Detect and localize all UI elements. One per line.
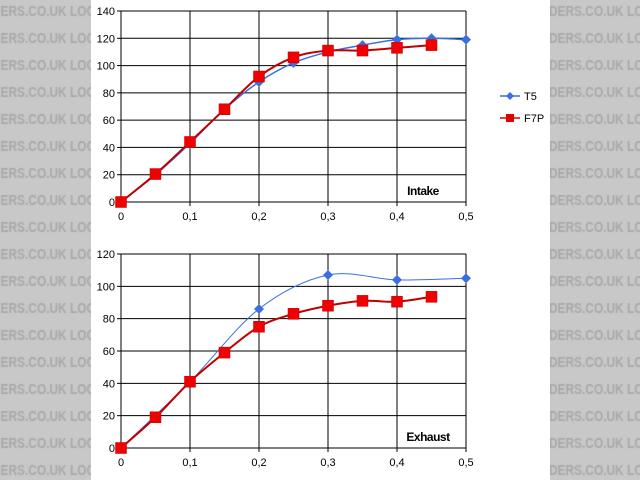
- data-point-f7p: [149, 168, 162, 180]
- data-point-f7p: [184, 136, 196, 148]
- data-point-t5: [323, 270, 333, 281]
- watermark-background-right: [550, 0, 640, 480]
- data-point-f7p: [425, 291, 438, 303]
- legend: T5 F7P: [500, 91, 544, 125]
- y-tick-label: 0: [109, 197, 115, 209]
- data-point-f7p: [218, 346, 231, 359]
- chart-title: Exhaust: [406, 430, 450, 444]
- y-tick-label: 40: [103, 142, 115, 154]
- y-tick-label: 60: [103, 346, 115, 358]
- data-point-f7p: [356, 295, 369, 307]
- data-point-f7p: [322, 299, 334, 312]
- x-tick-label: 0: [118, 457, 124, 469]
- data-point-f7p: [184, 375, 196, 388]
- y-tick-label: 40: [103, 378, 115, 390]
- x-tick-label: 0,1: [182, 457, 197, 469]
- data-point-f7p: [287, 51, 300, 64]
- data-point-f7p: [425, 39, 438, 51]
- series-line-f7p: [120, 44, 432, 203]
- data-point-t5: [392, 274, 402, 285]
- y-tick-label: 120: [97, 249, 115, 261]
- data-point-t5: [254, 303, 264, 314]
- data-point-f7p: [391, 295, 403, 308]
- chart-title: Intake: [407, 184, 440, 198]
- y-tick-label: 140: [97, 6, 115, 18]
- chart-panel: [91, 0, 550, 480]
- x-tick-label: 0,4: [389, 457, 404, 469]
- watermark-background-left: [0, 0, 91, 480]
- x-tick-label: 0,3: [320, 211, 335, 223]
- legend-marker-diamond: [506, 92, 514, 100]
- y-tick-label: 20: [103, 170, 115, 182]
- x-tick-label: 0,1: [182, 211, 197, 223]
- data-point-f7p: [218, 103, 231, 115]
- data-point-f7p: [322, 44, 334, 57]
- y-tick-label: 80: [103, 314, 115, 326]
- y-tick-label: 60: [103, 115, 115, 127]
- x-tick-label: 0,5: [458, 211, 473, 223]
- data-point-f7p: [391, 42, 403, 54]
- legend-label: T5: [524, 91, 537, 103]
- exhaust-chart: 0 20 40 60 80 100 120 0 0,1 0,2 0,3 0,4 0,5 Exhaust: [97, 249, 474, 469]
- data-point-t5: [461, 273, 471, 284]
- x-tick-label: 0,4: [389, 211, 404, 223]
- y-tick-label: 100: [97, 281, 115, 293]
- legend-label: F7P: [524, 113, 544, 125]
- x-tick-label: 0,2: [251, 211, 266, 223]
- data-point-f7p: [115, 196, 127, 208]
- data-point-f7p: [287, 308, 300, 320]
- data-point-t5: [461, 34, 471, 45]
- y-tick-label: 120: [97, 33, 115, 45]
- x-tick-label: 0,3: [320, 457, 335, 469]
- data-point-f7p: [253, 70, 265, 83]
- data-point-f7p: [149, 411, 162, 424]
- series-line-f7p: [120, 295, 432, 449]
- data-point-f7p: [253, 321, 265, 333]
- data-point-f7p: [356, 44, 369, 57]
- legend-marker-square: [506, 114, 514, 122]
- x-tick-label: 0,2: [251, 457, 266, 469]
- data-point-f7p: [115, 442, 127, 454]
- intake-chart: 0 20 40 60 80 100 120 140 0 0,1 0,2 0,3 0,4 0,5 Intake: [97, 6, 474, 223]
- x-tick-label: 0: [118, 211, 124, 223]
- y-tick-label: 80: [103, 88, 115, 100]
- y-tick-label: 100: [97, 61, 115, 73]
- y-tick-label: 20: [103, 411, 115, 423]
- y-tick-label: 0: [109, 443, 115, 455]
- x-tick-label: 0,5: [458, 457, 473, 469]
